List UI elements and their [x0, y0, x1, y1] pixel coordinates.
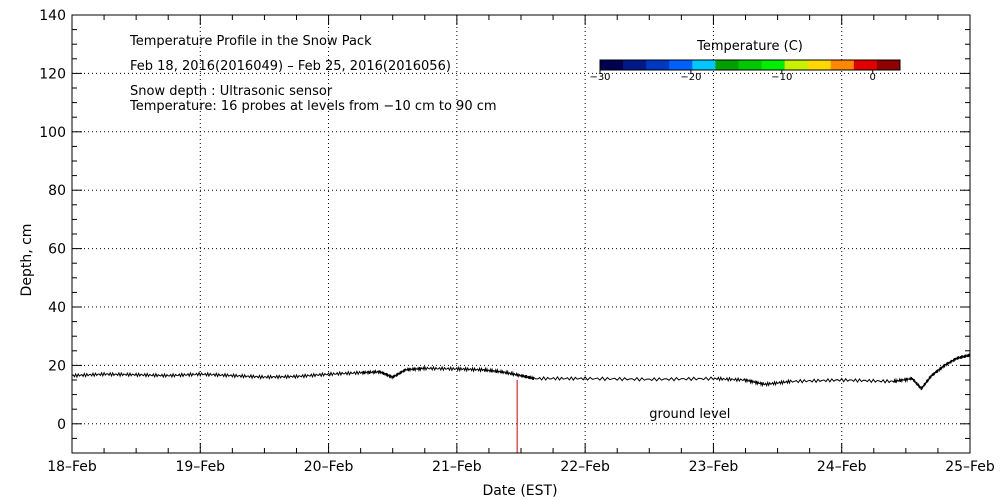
- x-tick-label: 21–Feb: [432, 459, 482, 475]
- colorbar-cell: [761, 60, 786, 70]
- x-tick-label: 22–Feb: [560, 459, 610, 475]
- y-tick-label: 80: [48, 183, 66, 199]
- colorbar-cells: [599, 59, 901, 71]
- colorbar: Temperature (C) −30 −20 −10 0: [589, 39, 901, 83]
- colorbar-cell: [738, 60, 763, 70]
- x-tick-label: 20–Feb: [304, 459, 354, 475]
- colorbar-tick-label: −20: [680, 72, 701, 83]
- y-tick-label: 40: [48, 300, 66, 316]
- colorbar-cell: [623, 60, 647, 70]
- colorbar-frame: [599, 59, 901, 71]
- x-tick-label: 19–Feb: [175, 459, 225, 475]
- tick-labels: 0 20 40 60 80 100 120 140 18–Feb 19–Feb 20–Feb 21–F…: [39, 8, 995, 475]
- colorbar-cell: [876, 60, 901, 70]
- x-tick-label: 24–Feb: [817, 459, 867, 475]
- snow-depth-line: [71, 353, 971, 391]
- colorbar-ticks: −30 −20 −10 0: [589, 70, 876, 83]
- y-tick-label: 100: [39, 125, 66, 141]
- ticks: [71, 14, 971, 454]
- colorbar-cell: [669, 60, 693, 70]
- colorbar-cell: [830, 60, 855, 70]
- colorbar-cell: [600, 60, 624, 70]
- y-tick-label: 140: [39, 8, 66, 24]
- info-line-sensor: Snow depth : Ultrasonic sensor: [130, 84, 333, 99]
- plot-area-frame: [71, 14, 971, 454]
- colorbar-tick-label: 0: [870, 72, 876, 83]
- x-tick-label: 18–Feb: [47, 459, 97, 475]
- annotations: ground level: [649, 407, 730, 422]
- colorbar-cell: [784, 60, 809, 70]
- y-tick-label: 0: [57, 417, 66, 433]
- x-tick-label: 23–Feb: [689, 459, 739, 475]
- colorbar-cell: [853, 60, 878, 70]
- colorbar-title: Temperature (C): [696, 39, 803, 54]
- x-axis-label: Date (EST): [482, 483, 557, 499]
- y-tick-label: 60: [48, 242, 66, 258]
- info-line-probes: Temperature: 16 probes at levels from −1…: [129, 99, 497, 114]
- grid: [72, 14, 970, 453]
- colorbar-cell: [692, 60, 716, 70]
- ground-level-annotation: ground level: [649, 407, 730, 422]
- chart-title: Temperature Profile in the Snow Pack: [129, 34, 372, 49]
- chart-subtitle: Feb 18, 2016(2016049) – Feb 25, 2016(201…: [130, 59, 451, 74]
- colorbar-cell: [646, 60, 670, 70]
- y-tick-label: 20: [48, 358, 66, 374]
- colorbar-cell: [715, 60, 739, 70]
- colorbar-tick-label: −30: [589, 72, 610, 83]
- colorbar-tick-label: −10: [771, 72, 792, 83]
- y-tick-label: 120: [39, 66, 66, 82]
- x-tick-label: 25–Feb: [945, 459, 995, 475]
- colorbar-cell: [807, 60, 832, 70]
- series-layer: [71, 353, 971, 391]
- y-axis-label: Depth, cm: [19, 224, 35, 297]
